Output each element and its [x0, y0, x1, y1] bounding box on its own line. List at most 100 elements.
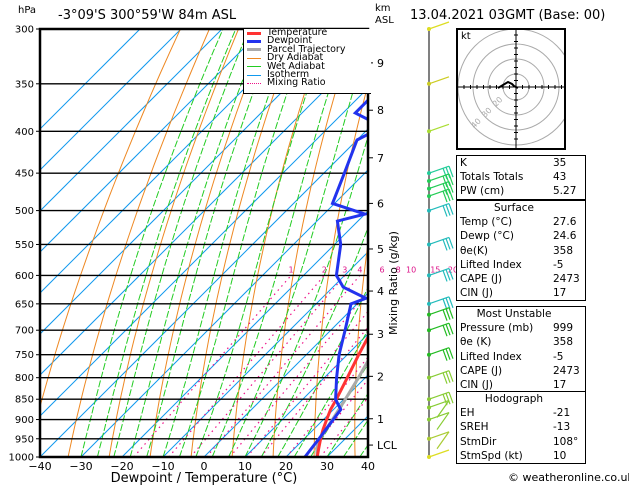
temperature-line — [315, 334, 368, 457]
barb-staff — [428, 399, 450, 409]
wind-barb — [427, 370, 454, 384]
pressure-tick-label: 1000 — [9, 453, 34, 464]
barb-feather — [448, 392, 454, 404]
hodograph-ring-label: 40 — [469, 117, 483, 131]
box-title: Surface — [493, 202, 534, 214]
barb-staff — [428, 431, 450, 440]
mixing-ratio-line — [229, 291, 368, 457]
stat-label: CAPE (J) — [460, 364, 503, 377]
stat-value: 27.6 — [553, 216, 577, 229]
mixing-ratio-label: 10 — [406, 265, 416, 274]
legend-item: Dewpoint — [244, 36, 371, 46]
mixing-ratio-label: 2 — [322, 265, 327, 274]
wind-barb — [427, 165, 454, 180]
stat-row: θe(K) 358 — [457, 244, 585, 258]
stat-row: CIN (J) 17 — [457, 378, 585, 392]
stat-label: Lifted Index — [460, 350, 522, 363]
legend-swatch — [247, 48, 261, 52]
barb-feather — [436, 431, 450, 450]
stat-value: -5 — [553, 258, 564, 271]
isotherm-line — [40, 29, 223, 212]
height-tick-label: 4 — [377, 285, 384, 298]
wet-adiabat-line — [195, 29, 329, 457]
wind-barb — [427, 236, 454, 251]
barb-feather — [448, 237, 454, 249]
isotherm-line — [40, 128, 368, 457]
pressure-tick-label: 450 — [15, 169, 34, 180]
barb-feather — [448, 296, 454, 309]
stat-value: 358 — [553, 336, 574, 349]
stat-value: 999 — [553, 322, 574, 335]
legend-item: Parcel Trajectory — [244, 43, 371, 55]
barb-feather — [442, 205, 448, 217]
mixing-ratio-label: 15 — [430, 265, 440, 274]
box-title: Most Unstable — [476, 308, 552, 320]
barb-feather — [442, 325, 448, 337]
legend-swatch — [247, 83, 261, 85]
stat-value: -5 — [553, 350, 564, 363]
stat-label: Lifted Index — [460, 258, 522, 271]
legend-item: Dry Adiabat — [244, 53, 371, 63]
mixing-ratio-label: 4 — [357, 265, 362, 274]
height-tick-label: 6 — [377, 197, 384, 210]
wet-adiabat-line — [96, 29, 237, 457]
isotherm-line — [244, 333, 368, 457]
pressure-tick-label: 600 — [15, 271, 34, 282]
wind-barb — [427, 347, 454, 361]
stat-row: Lifted Index -5 — [457, 350, 585, 364]
stat-row: CAPE (J) 2473 — [457, 364, 585, 378]
wind-barb — [427, 188, 454, 203]
barb-feather — [448, 268, 454, 280]
stat-row: Dewp (°C) 24.6 — [457, 229, 585, 243]
stat-label: Dewp (°C) — [460, 230, 514, 243]
datetime-title: 13.04.2021 03GMT (Base: 00) — [410, 8, 606, 23]
stat-label: CIN (J) — [460, 379, 493, 392]
stat-row: PW (cm) 5.27 — [457, 184, 585, 198]
wind-barb — [427, 296, 454, 311]
legend-label: Temperature — [267, 27, 328, 38]
stat-value: 108° — [553, 435, 579, 448]
stat-row: Totals Totals 43 — [457, 170, 585, 184]
wind-barb — [427, 181, 454, 195]
stat-label: SREH — [460, 421, 489, 434]
legend: Temperature Dewpoint Parcel Trajectory Dry … — [243, 27, 371, 94]
stat-value: 24.6 — [553, 230, 577, 243]
temperature-tick-label: −20 — [110, 460, 133, 473]
stat-value: 358 — [553, 244, 574, 257]
isotherm-line — [40, 29, 264, 253]
barb-feather — [442, 190, 448, 203]
isotherm-line — [40, 87, 368, 417]
wet-adiabat-line — [113, 29, 250, 457]
stat-label: θe (K) — [460, 336, 492, 349]
stat-label: CAPE (J) — [460, 273, 503, 286]
mixing-ratio-axis-label: Mixing Ratio (g/kg) — [387, 231, 400, 335]
height-tick-label: 1 — [377, 413, 384, 426]
height-tick-label: 9 — [377, 57, 384, 70]
barb-feather — [445, 182, 451, 194]
stat-value: 17 — [553, 379, 567, 392]
barb-staff — [428, 21, 450, 30]
mixing-ratio-label: 8 — [396, 265, 401, 274]
legend-label: Wet Adiabat — [267, 60, 325, 72]
wind-barb — [427, 399, 450, 418]
barb-feather — [445, 297, 451, 310]
stat-value: 17 — [553, 287, 567, 300]
box-title: Hodograph — [484, 393, 544, 405]
dewpoint-line — [303, 44, 368, 457]
barb-feather — [448, 307, 454, 319]
barb-feather — [448, 181, 454, 193]
pressure-tick-label: 650 — [15, 299, 34, 310]
stat-label: EH — [460, 407, 475, 420]
legend-item: Temperature — [244, 27, 371, 38]
barb-feather — [448, 347, 454, 359]
legend-swatch — [247, 66, 261, 68]
legend-label: Parcel Trajectory — [267, 43, 346, 55]
mixing-ratio-label: 6 — [379, 265, 384, 274]
barb-feather — [448, 188, 454, 201]
mixing-ratio-label: 20 — [448, 265, 458, 274]
height-tick-label: 3 — [377, 328, 384, 341]
stat-label: Pressure (mb) — [460, 322, 534, 335]
barb-feather — [445, 308, 451, 320]
legend-swatch — [247, 40, 261, 44]
